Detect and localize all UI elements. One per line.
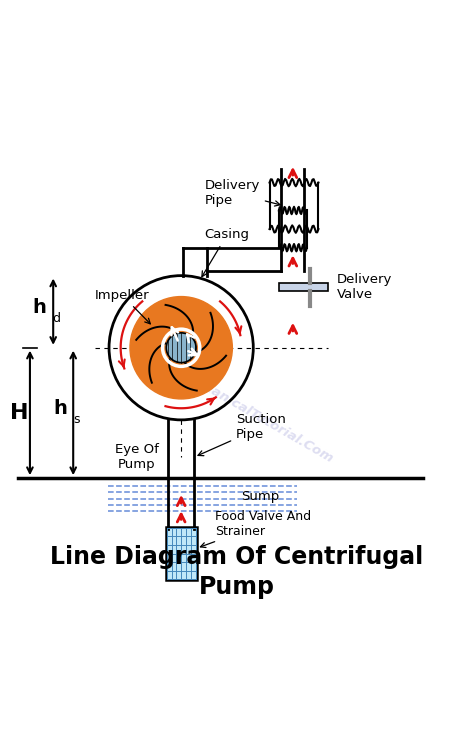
Text: Eye Of
Pump: Eye Of Pump (115, 443, 159, 471)
Polygon shape (207, 248, 281, 271)
Text: h: h (54, 398, 68, 418)
Text: Delivery
Valve: Delivery Valve (337, 273, 392, 301)
Circle shape (166, 333, 196, 363)
Text: Casing: Casing (202, 228, 249, 277)
Text: s: s (73, 414, 80, 426)
Text: H: H (10, 403, 29, 423)
Text: h: h (32, 298, 46, 317)
Text: Delivery
Pipe: Delivery Pipe (204, 178, 280, 206)
Text: Line Diagram Of Centrifugal
Pump: Line Diagram Of Centrifugal Pump (50, 545, 424, 599)
Text: MechanicalTutorial.Com: MechanicalTutorial.Com (175, 365, 336, 466)
FancyBboxPatch shape (166, 527, 197, 581)
Circle shape (130, 296, 232, 399)
Text: Suction
Pipe: Suction Pipe (198, 414, 286, 456)
Text: Sump: Sump (241, 490, 279, 503)
FancyBboxPatch shape (279, 283, 328, 292)
Text: d: d (52, 312, 60, 325)
Text: Impeller: Impeller (95, 289, 150, 324)
Text: Food Valve And
Strainer: Food Valve And Strainer (201, 510, 311, 547)
